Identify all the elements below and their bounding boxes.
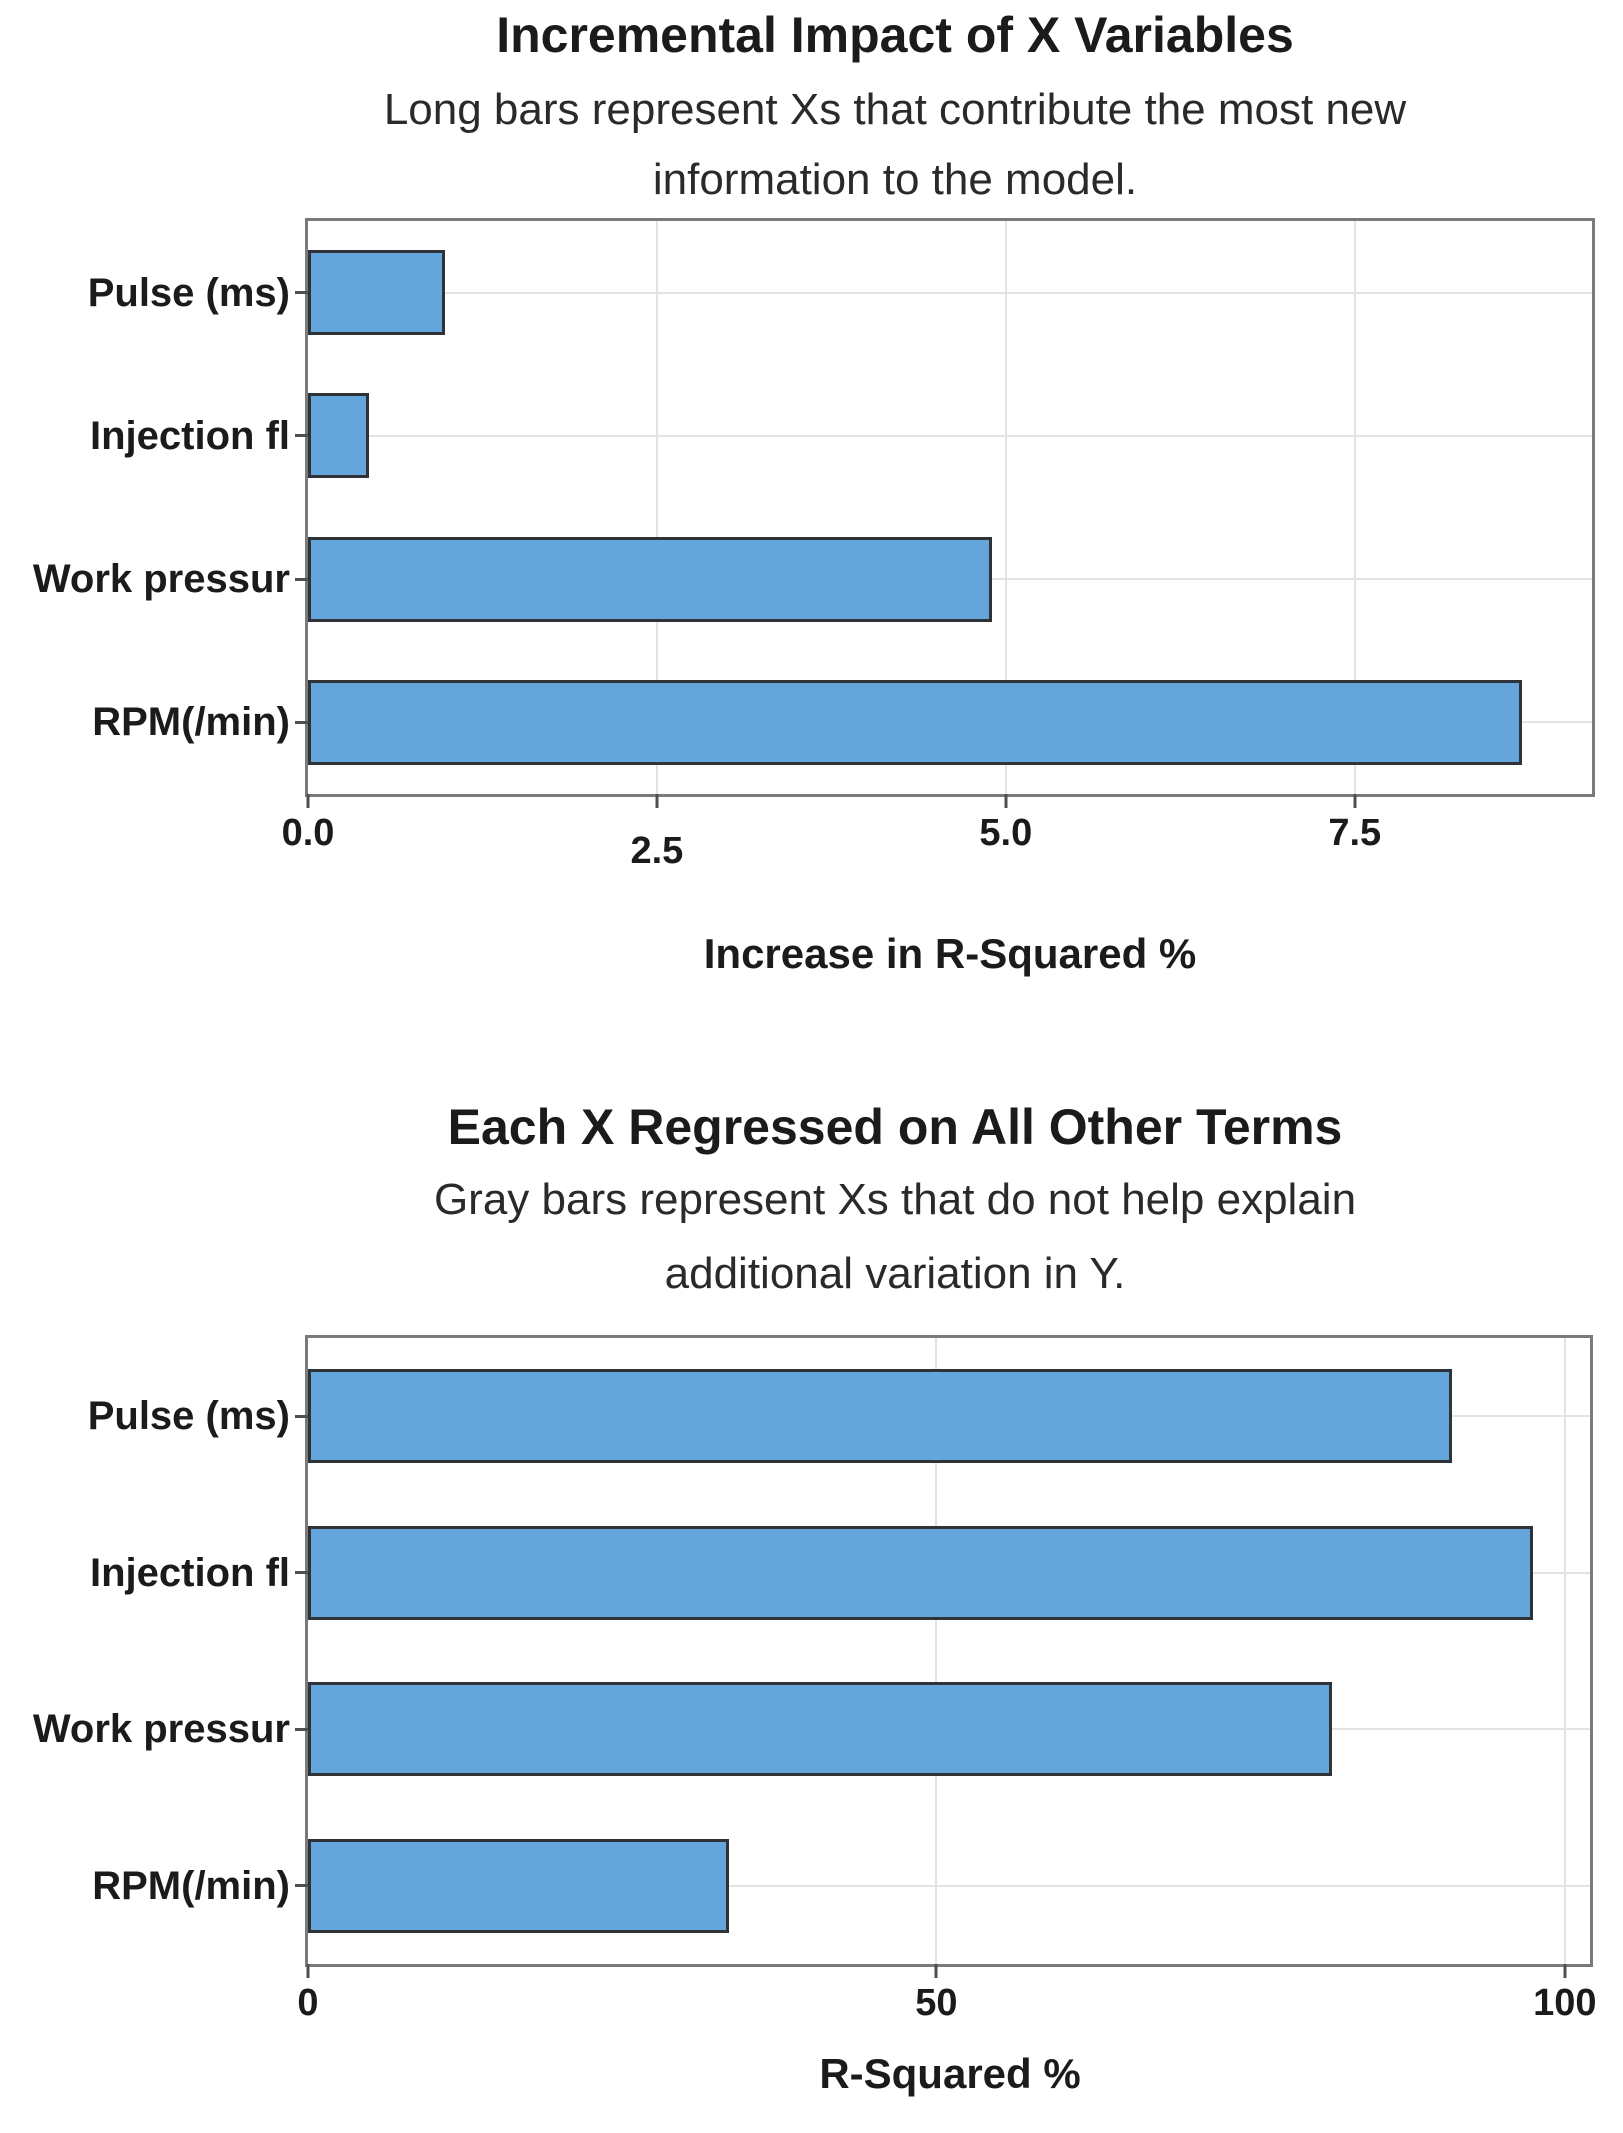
bar-injection-fl bbox=[308, 1525, 1534, 1620]
x-tick-label: 2.5 bbox=[630, 830, 684, 872]
v-gridline bbox=[655, 221, 658, 794]
category-label: RPM(/min) bbox=[92, 1863, 290, 1908]
v-gridline bbox=[1004, 221, 1007, 794]
x-axis-label: R-Squared % bbox=[819, 2050, 1081, 2097]
category-label: Pulse (ms) bbox=[87, 1394, 290, 1439]
bar-pulse-ms bbox=[308, 1369, 1452, 1464]
v-gridline bbox=[1563, 1338, 1566, 1964]
category-label: Pulse (ms) bbox=[87, 270, 290, 315]
bar-rpm-min bbox=[308, 679, 1523, 765]
category-tick-mark bbox=[295, 434, 308, 438]
category-tick-mark bbox=[295, 577, 308, 581]
plot-area: 0 50 100 Pulse (ms) Injection fl Work pressur… bbox=[33, 1335, 1597, 2022]
x-tick-label: 5.0 bbox=[979, 812, 1033, 854]
x-tick-label: 100 bbox=[1533, 1982, 1597, 2024]
plot-area: 0.0 2.5 5.0 7.5 Pulse (ms) Injection fl Work p… bbox=[33, 218, 1595, 870]
category-label: RPM(/min) bbox=[92, 700, 290, 745]
bar-injection-fl bbox=[308, 393, 370, 479]
bar-work-pressur bbox=[308, 536, 992, 622]
x-tick-label: 0 bbox=[297, 1982, 319, 2024]
category-label: Injection fl bbox=[90, 413, 290, 458]
x-tick-mark bbox=[1004, 794, 1008, 808]
bar-pulse-ms bbox=[308, 250, 445, 336]
x-tick-mark bbox=[1353, 794, 1357, 808]
h-gridline bbox=[308, 434, 1592, 437]
h-gridline bbox=[308, 291, 1592, 294]
category-label: Work pressur bbox=[32, 1707, 290, 1752]
chart-title: Each X Regressed on All Other Terms bbox=[447, 1099, 1343, 1155]
category-tick-mark bbox=[295, 720, 308, 724]
category-label: Injection fl bbox=[90, 1550, 290, 1595]
x-tick-mark bbox=[655, 794, 659, 808]
chart-subtitle-line: additional variation in Y. bbox=[664, 1249, 1126, 1298]
x-tick-label: 7.5 bbox=[1328, 812, 1382, 854]
v-gridline bbox=[935, 1338, 938, 1964]
x-tick-mark bbox=[306, 794, 310, 808]
x-tick-mark bbox=[1563, 1964, 1567, 1978]
x-tick-label: 0.0 bbox=[281, 812, 335, 854]
category-tick-mark bbox=[295, 1727, 308, 1731]
x-tick-mark bbox=[934, 1964, 938, 1978]
x-axis-label: Increase in R-Squared % bbox=[703, 930, 1197, 977]
category-tick-mark bbox=[295, 291, 308, 295]
chart-subtitle-line: information to the model. bbox=[652, 155, 1138, 204]
x-tick-mark bbox=[306, 1964, 310, 1978]
bar-work-pressur bbox=[308, 1682, 1333, 1777]
chart-subtitle-line: Long bars represent Xs that contribute t… bbox=[383, 85, 1407, 134]
category-tick-mark bbox=[295, 1414, 308, 1418]
bar-rpm-min bbox=[308, 1838, 730, 1933]
category-tick-mark bbox=[295, 1884, 308, 1888]
category-label: Work pressur bbox=[32, 557, 290, 602]
v-gridline bbox=[1353, 221, 1356, 794]
category-tick-mark bbox=[295, 1571, 308, 1575]
x-tick-label: 50 bbox=[915, 1982, 958, 2024]
chart-subtitle-line: Gray bars represent Xs that do not help … bbox=[433, 1175, 1357, 1224]
h-gridline bbox=[308, 1884, 1590, 1887]
chart-title: Incremental Impact of X Variables bbox=[496, 7, 1294, 63]
